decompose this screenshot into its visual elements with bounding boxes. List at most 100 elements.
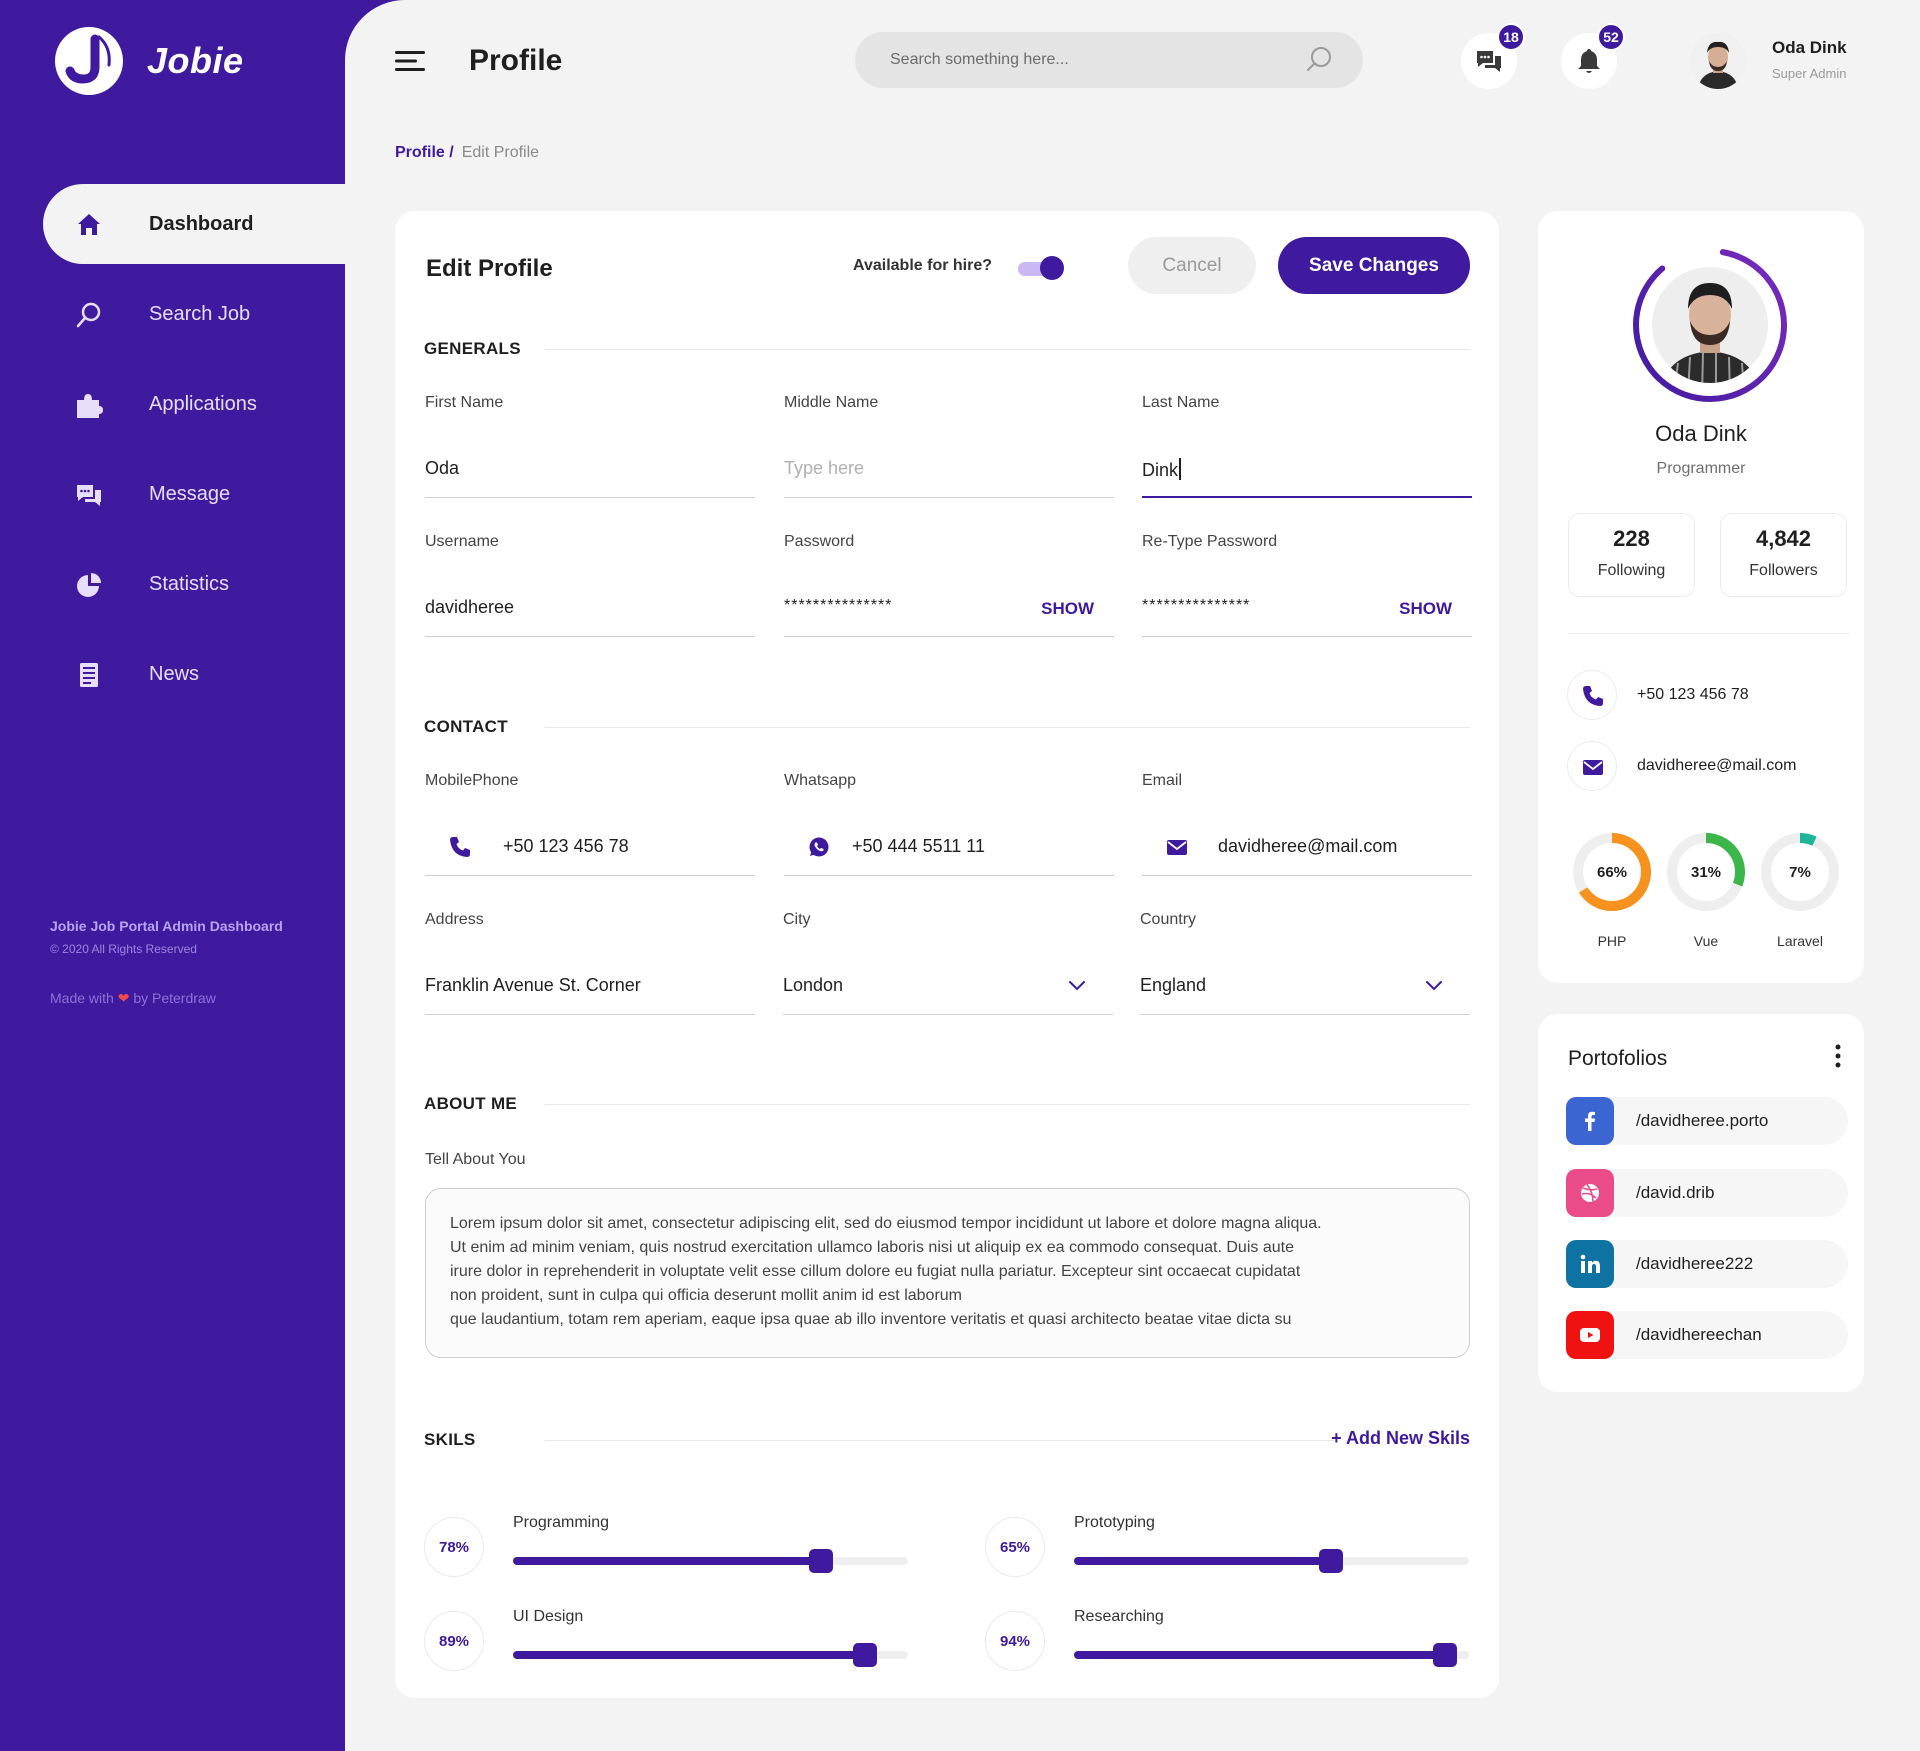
profile-avatar[interactable] [1630, 245, 1790, 405]
available-for-hire-toggle[interactable] [1018, 256, 1064, 280]
section-divider [545, 1440, 1334, 1441]
following-label: Following [1597, 562, 1666, 579]
edit-profile-card: Edit Profile Available for hire? Cancel … [395, 211, 1499, 1698]
user-avatar[interactable] [1690, 33, 1746, 89]
chat-icon [77, 485, 101, 506]
portfolio-link: /davidheree.porto [1636, 1111, 1769, 1130]
section-divider [545, 727, 1470, 728]
skill-slider-handle[interactable] [852, 1643, 877, 1667]
sidebar: Jobie Dashboard Search Job Applications … [0, 0, 345, 1751]
field-label: First Name [425, 394, 504, 411]
field-value-wrap: Dink [1142, 458, 1182, 481]
first-name-input[interactable]: Oda [425, 436, 755, 498]
chat-icon [1477, 51, 1501, 72]
sidebar-item-label: Message [149, 482, 231, 505]
heart-icon: ❤ [117, 990, 130, 1006]
donut-percent: 31% [1690, 863, 1722, 881]
last-name-input[interactable]: Dink [1142, 436, 1472, 498]
sidebar-item-message[interactable]: Message [0, 454, 345, 534]
donut-arc [1761, 833, 1839, 911]
brand-name: Jobie [147, 40, 244, 81]
skill-slider-track[interactable] [513, 1643, 908, 1667]
mobile-phone-input[interactable]: +50 123 456 78 [425, 814, 755, 876]
sidebar-item-statistics[interactable]: Statistics [0, 544, 345, 624]
portfolio-item-linkedin[interactable]: /davidheree222 [1566, 1240, 1848, 1288]
username-input[interactable]: davidheree [425, 575, 755, 637]
whatsapp-input[interactable]: +50 444 5511 11 [784, 814, 1114, 876]
toggle-knob [1040, 256, 1064, 280]
skill-slider-track[interactable] [513, 1549, 908, 1573]
field-label: Whatsapp [784, 772, 857, 789]
password-input[interactable]: *************** SHOW [784, 575, 1114, 637]
hamburger-menu-icon[interactable] [395, 50, 425, 72]
skill-name: Programming [513, 1514, 610, 1531]
about-line: que laudantium, totam rem aperiam, eaque… [450, 1311, 1292, 1328]
footer-credit: Made with ❤ by Peterdraw [50, 990, 283, 1007]
field-value: London [783, 975, 844, 995]
skill-percent: 89% [424, 1611, 484, 1671]
retype-password-input[interactable]: *************** SHOW [1142, 575, 1472, 637]
skill-slider-track[interactable] [1074, 1549, 1469, 1573]
messages-button[interactable]: 18 [1461, 23, 1525, 89]
field-value: Dink [1142, 460, 1179, 480]
sidebar-item-applications[interactable]: Applications [0, 364, 345, 444]
logo-icon [55, 27, 123, 95]
skill-slider-track[interactable] [1074, 1643, 1469, 1667]
search-bar [855, 32, 1363, 88]
address-input[interactable]: Franklin Avenue St. Corner [425, 953, 755, 1015]
profile-role: Programmer [1656, 460, 1746, 477]
breadcrumb-parent[interactable]: Profile / [395, 144, 454, 161]
portfolios-card: Portofolios /davidheree.porto /david.dri… [1538, 1014, 1864, 1392]
profile-phone-row[interactable]: +50 123 456 78 [1567, 670, 1749, 720]
portfolio-link: /david.drib [1636, 1183, 1715, 1202]
field-label: Username [425, 533, 499, 550]
donut-arc [1573, 833, 1651, 911]
save-changes-button[interactable]: Save Changes [1278, 237, 1470, 294]
about-line: Lorem ipsum dolor sit amet, consectetur … [450, 1215, 1322, 1232]
linkedin-icon [1566, 1240, 1614, 1288]
skill-slider-handle[interactable] [1318, 1549, 1343, 1573]
show-password-button[interactable]: SHOW [1041, 599, 1094, 618]
field-placeholder: Type here [784, 458, 865, 478]
language-donut-php: 66% PHP [1572, 832, 1652, 949]
puzzle-icon [77, 394, 103, 418]
portfolio-item-dribbble[interactable]: /david.drib [1566, 1169, 1848, 1217]
phone-icon [1583, 686, 1603, 706]
field-value: *************** [784, 597, 893, 614]
page-title: Profile [469, 44, 563, 77]
sidebar-item-dashboard[interactable]: Dashboard [43, 184, 345, 264]
portfolios-title: Portofolios [1568, 1047, 1668, 1070]
show-retype-password-button[interactable]: SHOW [1399, 599, 1452, 618]
notifications-badge: 52 [1597, 23, 1625, 51]
profile-email: davidheree@mail.com [1637, 757, 1797, 774]
search-input[interactable] [890, 32, 1290, 88]
sidebar-item-search-job[interactable]: Search Job [0, 274, 345, 354]
middle-name-input[interactable]: Type here [784, 436, 1114, 498]
skill-slider-fill [513, 1651, 865, 1659]
breadcrumb-current: Edit Profile [461, 144, 540, 161]
search-icon[interactable] [1305, 46, 1333, 74]
skill-slider-fill [1074, 1651, 1446, 1659]
about-textarea[interactable]: Lorem ipsum dolor sit amet, consectetur … [425, 1188, 1470, 1358]
email-input[interactable]: davidheree@mail.com [1142, 814, 1472, 876]
city-select[interactable]: London [783, 953, 1113, 1015]
skill-slider-handle[interactable] [809, 1549, 834, 1573]
portfolio-item-youtube[interactable]: /davidhereechan [1566, 1311, 1848, 1359]
brand-logo[interactable]: Jobie [55, 27, 244, 95]
dribbble-icon [1566, 1169, 1614, 1217]
profile-email-row[interactable]: davidheree@mail.com [1567, 741, 1796, 791]
notifications-button[interactable]: 52 [1561, 23, 1625, 89]
skill-slider-handle[interactable] [1433, 1643, 1458, 1667]
portfolio-item-facebook[interactable]: /davidheree.porto [1566, 1097, 1848, 1145]
sidebar-item-news[interactable]: News [0, 634, 345, 714]
add-new-skill-button[interactable]: + Add New Skils [1331, 1428, 1470, 1448]
skill-ui-design: 89% UI Design [424, 1608, 909, 1671]
avatar-image [1690, 33, 1746, 89]
following-count: 228 [1613, 526, 1650, 551]
cancel-button[interactable]: Cancel [1128, 237, 1256, 294]
followers-stat[interactable]: 4,842 Followers [1720, 513, 1847, 597]
following-stat[interactable]: 228 Following [1568, 513, 1695, 597]
bell-icon [1578, 49, 1600, 73]
country-select[interactable]: England [1140, 953, 1470, 1015]
more-vertical-icon[interactable] [1834, 1044, 1842, 1068]
